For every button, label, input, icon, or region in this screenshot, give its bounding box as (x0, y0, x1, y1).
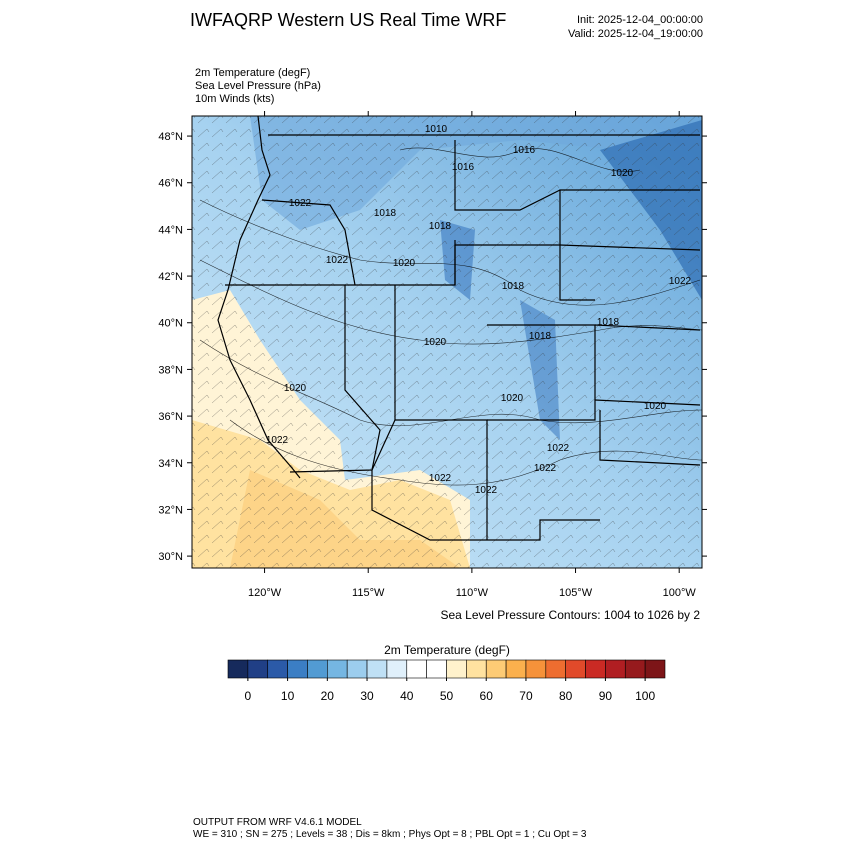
colorbar-box (247, 659, 269, 679)
contour-label: 1022 (547, 443, 570, 454)
colorbar-box (386, 659, 408, 679)
y-tick-label: 44°N (158, 224, 183, 236)
colorbar-box (327, 659, 348, 679)
contour-label: 1020 (644, 401, 667, 412)
field-label: 10m Winds (kts) (195, 93, 274, 105)
colorbar-box (426, 659, 447, 679)
contour-label: 1020 (501, 393, 524, 404)
colorbar-tick-label: 50 (440, 689, 454, 703)
colorbar-tick-label: 60 (480, 689, 494, 703)
y-tick-label: 36°N (158, 411, 183, 423)
colorbar-tick-label: 40 (400, 689, 414, 703)
colorbar-box (565, 659, 586, 679)
contour-label: 1018 (597, 317, 620, 328)
colorbar-box (307, 659, 328, 679)
x-tick-label: 115°W (352, 587, 385, 599)
y-tick-label: 48°N (158, 131, 183, 143)
colorbar-box (366, 659, 388, 679)
field-label: 2m Temperature (degF) (195, 67, 310, 79)
colorbar-tick-label: 100 (635, 689, 655, 703)
contour-label: 1018 (529, 331, 552, 342)
colorbar-tick-label: 10 (281, 689, 295, 703)
init-time: Init: 2025-12-04_00:00:00 (577, 14, 703, 26)
colorbar-tick-label: 80 (559, 689, 573, 703)
title: IWFAQRP Western US Real Time WRF (190, 10, 506, 30)
contour-label: 1022 (475, 485, 498, 496)
contour-label: 1020 (393, 258, 416, 269)
x-tick-label: 120°W (248, 587, 282, 599)
colorbar-title: 2m Temperature (degF) (384, 643, 510, 657)
map-frame (191, 115, 703, 569)
colorbar-box (466, 659, 487, 679)
contour-label: 1020 (424, 337, 447, 348)
x-tick-label: 105°W (559, 587, 593, 599)
contour-label: 1022 (429, 473, 452, 484)
contour-label: 1022 (534, 463, 557, 474)
colorbar-box (446, 659, 467, 679)
y-tick-label: 46°N (158, 178, 183, 190)
colorbar-tick-label: 30 (360, 689, 374, 703)
contour-caption: Sea Level Pressure Contours: 1004 to 102… (441, 608, 701, 622)
contour-label: 1020 (284, 383, 307, 394)
borders (217, 116, 701, 541)
x-tick-label: 110°W (456, 587, 489, 599)
colorbar-tick-label: 70 (519, 689, 533, 703)
contour-label: 1022 (266, 435, 289, 446)
colorbar-box (267, 659, 288, 679)
colorbar-box (605, 659, 626, 679)
colorbar-box (585, 659, 606, 679)
contour-label: 1020 (611, 168, 634, 179)
contour-label: 1010 (425, 124, 448, 135)
colorbar-tick-label: 90 (599, 689, 613, 703)
colorbar-box (287, 659, 308, 679)
y-tick-label: 42°N (158, 271, 183, 283)
isobars (199, 147, 702, 486)
footer: OUTPUT FROM WRF V4.6.1 MODEL (193, 817, 362, 828)
map (192, 116, 702, 568)
footer: WE = 310 ; SN = 275 ; Levels = 38 ; Dis … (193, 829, 587, 840)
y-tick-label: 30°N (158, 551, 183, 563)
y-tick-label: 40°N (158, 318, 183, 330)
contour-label: 1016 (513, 145, 536, 156)
colorbar-box (545, 659, 566, 679)
colorbar-box (485, 659, 507, 679)
contour-label: 1022 (669, 276, 692, 287)
colorbar-box (346, 659, 368, 679)
y-tick-label: 38°N (158, 364, 183, 376)
contour-label: 1018 (502, 281, 525, 292)
contour-label: 1018 (374, 208, 397, 219)
x-tick-label: 100°W (663, 587, 697, 599)
colorbar-box (624, 659, 646, 679)
contour-label: 1018 (429, 221, 452, 232)
contour-label: 1022 (289, 198, 312, 209)
contour-label: 1022 (326, 255, 349, 266)
valid-time: Valid: 2025-12-04_19:00:00 (568, 28, 703, 40)
colorbar-box (505, 659, 527, 679)
colorbar-box (525, 659, 547, 679)
field-label: Sea Level Pressure (hPa) (195, 80, 321, 92)
colorbar-box (406, 659, 427, 679)
colorbar-box (644, 659, 666, 679)
y-tick-label: 34°N (158, 458, 183, 470)
y-tick-label: 32°N (158, 504, 183, 516)
colorbar-tick-label: 0 (245, 689, 252, 703)
contour-label: 1016 (452, 162, 475, 173)
colorbar-box (227, 659, 249, 679)
colorbar-tick-label: 20 (321, 689, 335, 703)
